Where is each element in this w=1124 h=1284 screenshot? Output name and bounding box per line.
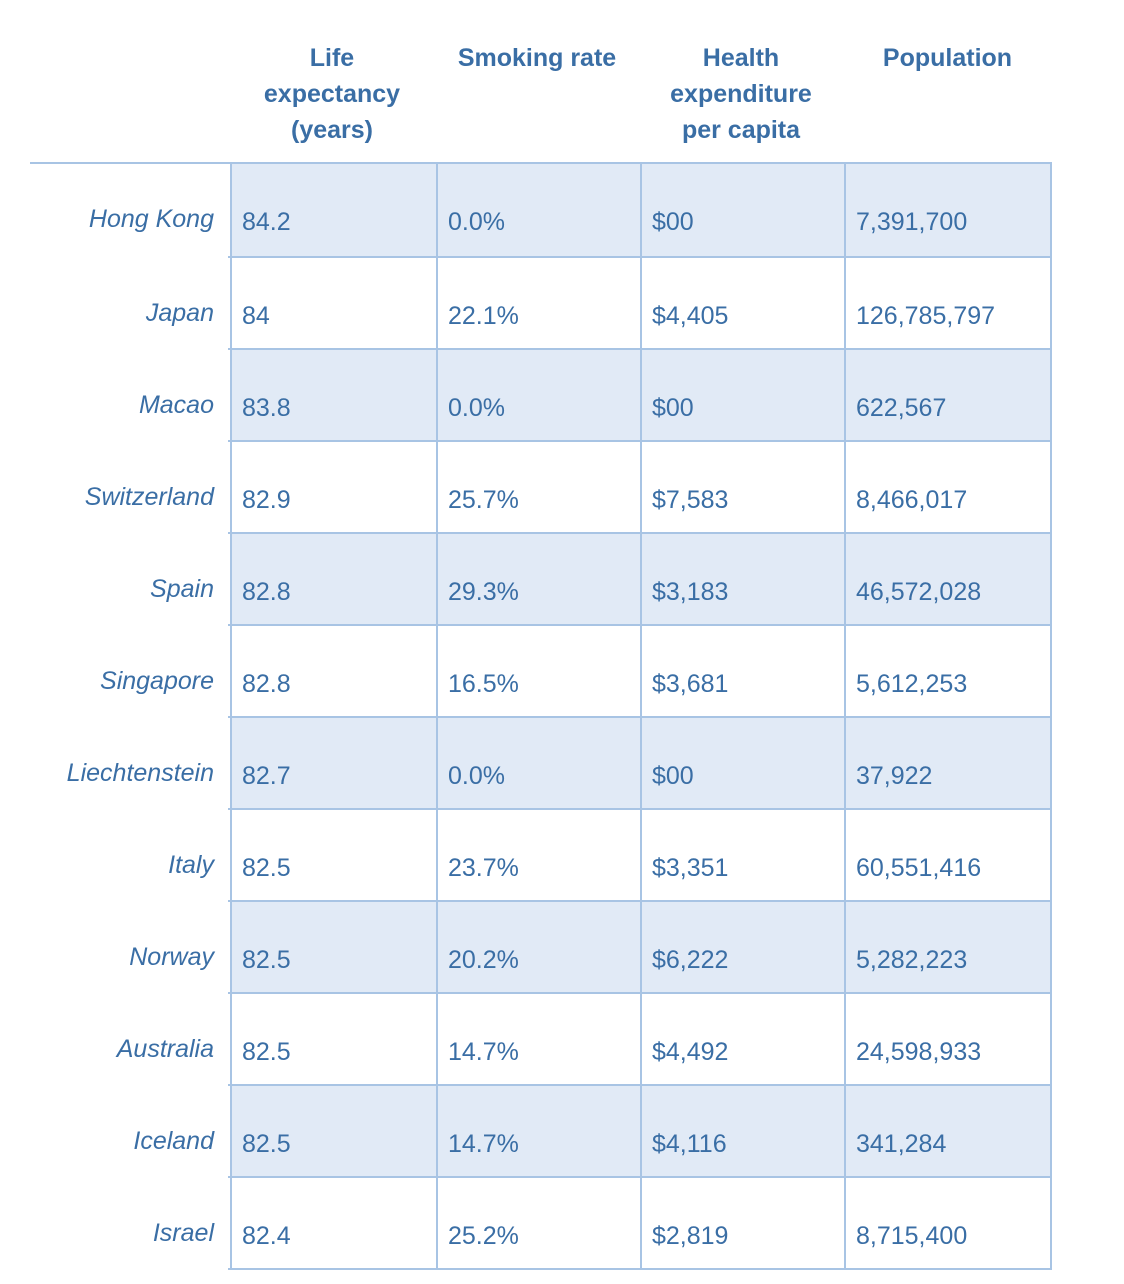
- header-line: expenditure: [670, 80, 812, 108]
- cell-life-expectancy: 83.8: [230, 350, 436, 440]
- row-label-country: Singapore: [32, 626, 230, 716]
- header-corner: [30, 22, 229, 162]
- row-label-country: Liechtenstein: [32, 718, 230, 808]
- cell-smoking-rate: 14.7%: [436, 1086, 640, 1176]
- header-population: Population: [843, 22, 1052, 162]
- cell-health-expenditure: $4,492: [640, 994, 844, 1084]
- cell-life-expectancy: 82.7: [230, 718, 436, 808]
- cell-population: 622,567: [844, 350, 1050, 440]
- cell-health-expenditure: $2,819: [640, 1178, 844, 1268]
- cell-population: 341,284: [844, 1086, 1050, 1176]
- cell-health-expenditure: $3,681: [640, 626, 844, 716]
- cell-population: 46,572,028: [844, 534, 1050, 624]
- cell-smoking-rate: 16.5%: [436, 626, 640, 716]
- table-body: Hong Kong 84.2 0.0% $00 7,391,700 Japan 84 22.1…: [32, 164, 1052, 1270]
- cell-health-expenditure: $3,183: [640, 534, 844, 624]
- row-label-country: Macao: [32, 350, 230, 440]
- cell-smoking-rate: 0.0%: [436, 350, 640, 440]
- cell-life-expectancy: 84.2: [230, 164, 436, 256]
- cell-population: 37,922: [844, 718, 1050, 808]
- cell-smoking-rate: 0.0%: [436, 718, 640, 808]
- cell-health-expenditure: $7,583: [640, 442, 844, 532]
- cell-life-expectancy: 82.5: [230, 994, 436, 1084]
- cell-life-expectancy: 82.4: [230, 1178, 436, 1268]
- table-row: Liechtenstein 82.7 0.0% $00 37,922: [32, 716, 1050, 808]
- cell-health-expenditure: $00: [640, 718, 844, 808]
- cell-health-expenditure: $4,116: [640, 1086, 844, 1176]
- cell-smoking-rate: 23.7%: [436, 810, 640, 900]
- cell-health-expenditure: $4,405: [640, 258, 844, 348]
- cell-population: 126,785,797: [844, 258, 1050, 348]
- cell-population: 5,612,253: [844, 626, 1050, 716]
- cell-population: 5,282,223: [844, 902, 1050, 992]
- data-table: Life expectancy (years) Smoking rate Health e…: [30, 22, 1052, 1270]
- table-row: Hong Kong 84.2 0.0% $00 7,391,700: [32, 164, 1050, 256]
- table-row: Norway 82.5 20.2% $6,222 5,282,223: [32, 900, 1050, 992]
- row-label-country: Australia: [32, 994, 230, 1084]
- cell-life-expectancy: 82.8: [230, 626, 436, 716]
- table-row: Japan 84 22.1% $4,405 126,785,797: [32, 256, 1050, 348]
- cell-health-expenditure: $3,351: [640, 810, 844, 900]
- cell-smoking-rate: 29.3%: [436, 534, 640, 624]
- cell-smoking-rate: 20.2%: [436, 902, 640, 992]
- cell-smoking-rate: 22.1%: [436, 258, 640, 348]
- header-line: Smoking rate: [457, 44, 617, 72]
- header-row: Life expectancy (years) Smoking rate Health e…: [30, 22, 1052, 164]
- cell-population: 8,466,017: [844, 442, 1050, 532]
- header-life-expectancy: Life expectancy (years): [229, 22, 435, 162]
- cell-life-expectancy: 82.8: [230, 534, 436, 624]
- table-row: Italy 82.5 23.7% $3,351 60,551,416: [32, 808, 1050, 900]
- cell-population: 24,598,933: [844, 994, 1050, 1084]
- table-row: Macao 83.8 0.0% $00 622,567: [32, 348, 1050, 440]
- table-row: Switzerland 82.9 25.7% $7,583 8,466,017: [32, 440, 1050, 532]
- header-health-expenditure: Health expenditure per capita: [639, 22, 843, 162]
- header-line: expectancy: [263, 80, 401, 108]
- cell-health-expenditure: $00: [640, 164, 844, 256]
- table-row: Singapore 82.8 16.5% $3,681 5,612,253: [32, 624, 1050, 716]
- cell-smoking-rate: 0.0%: [436, 164, 640, 256]
- cell-life-expectancy: 82.5: [230, 810, 436, 900]
- header-line: Life: [309, 44, 355, 72]
- header-line: (years): [291, 116, 373, 144]
- header-line: per capita: [681, 116, 801, 144]
- cell-population: 7,391,700: [844, 164, 1050, 256]
- header-line: Population: [882, 44, 1013, 72]
- cell-smoking-rate: 25.7%: [436, 442, 640, 532]
- table-row: Spain 82.8 29.3% $3,183 46,572,028: [32, 532, 1050, 624]
- cell-life-expectancy: 82.9: [230, 442, 436, 532]
- cell-smoking-rate: 14.7%: [436, 994, 640, 1084]
- row-label-country: Israel: [32, 1178, 230, 1268]
- row-label-country: Iceland: [32, 1086, 230, 1176]
- cell-life-expectancy: 82.5: [230, 1086, 436, 1176]
- cell-population: 60,551,416: [844, 810, 1050, 900]
- row-label-country: Hong Kong: [32, 164, 230, 256]
- table-row: Australia 82.5 14.7% $4,492 24,598,933: [32, 992, 1050, 1084]
- cell-smoking-rate: 25.2%: [436, 1178, 640, 1268]
- row-label-country: Italy: [32, 810, 230, 900]
- header-line: Health: [702, 44, 780, 72]
- row-label-country: Norway: [32, 902, 230, 992]
- cell-population: 8,715,400: [844, 1178, 1050, 1268]
- row-label-country: Japan: [32, 258, 230, 348]
- cell-health-expenditure: $00: [640, 350, 844, 440]
- cell-life-expectancy: 82.5: [230, 902, 436, 992]
- row-label-country: Switzerland: [32, 442, 230, 532]
- table-row: Israel 82.4 25.2% $2,819 8,715,400: [32, 1176, 1050, 1268]
- header-smoking-rate: Smoking rate: [435, 22, 639, 162]
- cell-health-expenditure: $6,222: [640, 902, 844, 992]
- row-label-country: Spain: [32, 534, 230, 624]
- cell-life-expectancy: 84: [230, 258, 436, 348]
- table-row: Iceland 82.5 14.7% $4,116 341,284: [32, 1084, 1050, 1176]
